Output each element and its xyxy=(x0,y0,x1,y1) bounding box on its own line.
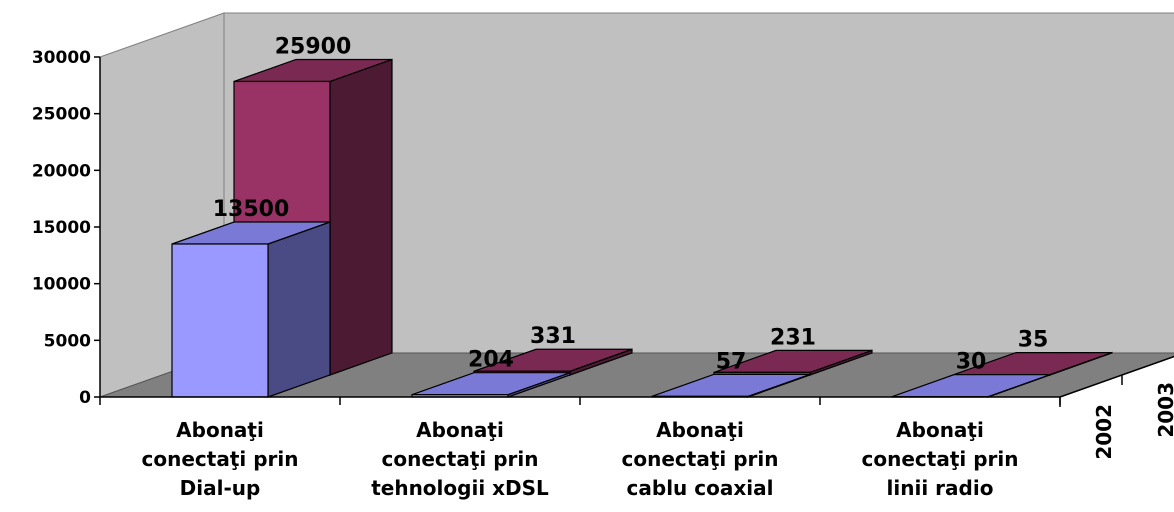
y-tick-label: 25000 xyxy=(32,105,91,125)
category-label-line: tehnologii xDSL xyxy=(371,476,549,500)
category-label-line: Abonaţi xyxy=(176,418,264,442)
category-label-line: conectaţi prin xyxy=(382,447,539,471)
data-label-2002-3: 57 xyxy=(716,349,747,374)
bar-front xyxy=(171,243,269,398)
data-label-2002-1: 13500 xyxy=(213,197,290,222)
chart-labels: 25900 331 231 35 13500 204 57 30 0 5000 10000 15000… xyxy=(32,34,1174,500)
category-label-line: conectaţi prin xyxy=(142,447,299,471)
category-label-2: Abonaţi conectaţi prin tehnologii xDSL xyxy=(371,418,549,500)
category-label-line: conectaţi prin xyxy=(622,447,779,471)
category-label-line: conectaţi prin xyxy=(862,447,1019,471)
y-tick-label: 10000 xyxy=(32,275,91,295)
y-tick-label: 20000 xyxy=(32,161,91,181)
series-label-2003: 2003 xyxy=(1154,382,1174,438)
bar-2002-2 xyxy=(411,371,571,398)
data-label-2003-4: 35 xyxy=(1018,328,1049,353)
chart-axes xyxy=(94,56,1174,407)
chart-walls xyxy=(99,12,1174,398)
y-tick-label: 30000 xyxy=(32,48,91,68)
category-label-4: Abonaţi conectaţi prin linii radio xyxy=(862,418,1019,500)
y-tick-label: 5000 xyxy=(44,331,91,351)
y-tick-label: 0 xyxy=(79,388,91,408)
category-label-3: Abonaţi conectaţi prin cablu coaxial xyxy=(622,418,779,500)
category-label-line: linii radio xyxy=(887,476,994,500)
series-label-2002: 2002 xyxy=(1092,404,1116,460)
data-label-2003-2: 331 xyxy=(530,324,576,349)
category-label-line: Abonaţi xyxy=(896,418,984,442)
chart-bars xyxy=(171,58,1113,398)
data-label-2003-1: 25900 xyxy=(275,34,352,59)
category-label-line: Abonaţi xyxy=(656,418,744,442)
category-label-line: cablu coaxial xyxy=(627,476,774,500)
bar-2002-1 xyxy=(171,221,331,398)
category-label-line: Abonaţi xyxy=(416,418,504,442)
category-label-line: Dial-up xyxy=(180,476,261,500)
bar-side xyxy=(329,58,393,376)
bar-side xyxy=(267,221,331,398)
data-label-2002-2: 204 xyxy=(468,348,514,373)
bar-2003-3 xyxy=(713,349,873,376)
data-label-2003-3: 231 xyxy=(770,325,816,350)
category-label-1: Abonaţi conectaţi prin Dial-up xyxy=(142,418,299,500)
y-tick-label: 15000 xyxy=(32,218,91,238)
data-label-2002-4: 30 xyxy=(956,350,987,375)
